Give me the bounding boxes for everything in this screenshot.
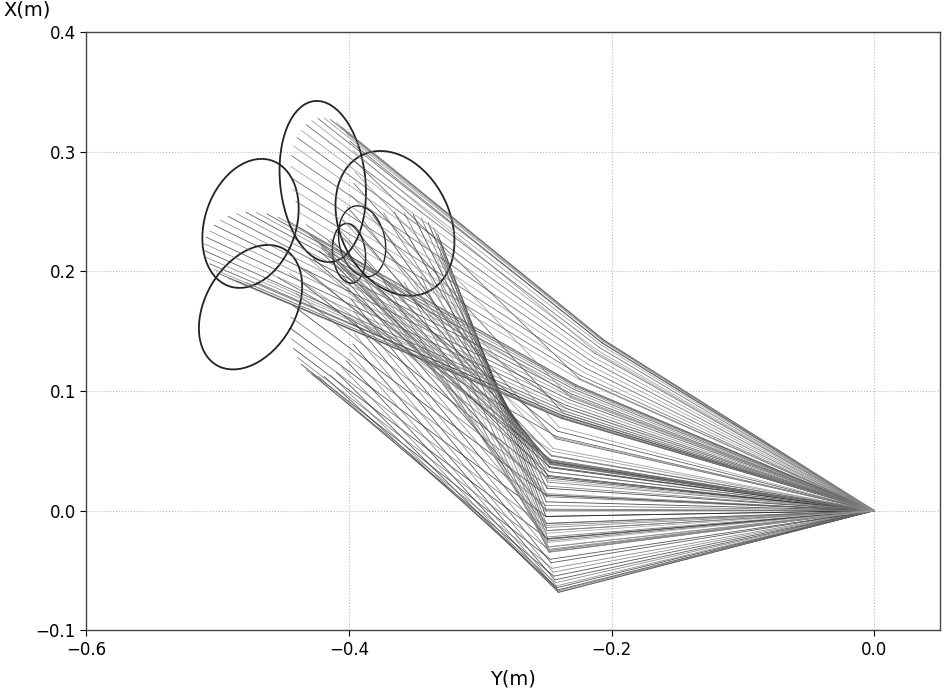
X-axis label: Y(m): Y(m) (490, 670, 536, 689)
Y-axis label: X(m): X(m) (3, 1, 50, 20)
